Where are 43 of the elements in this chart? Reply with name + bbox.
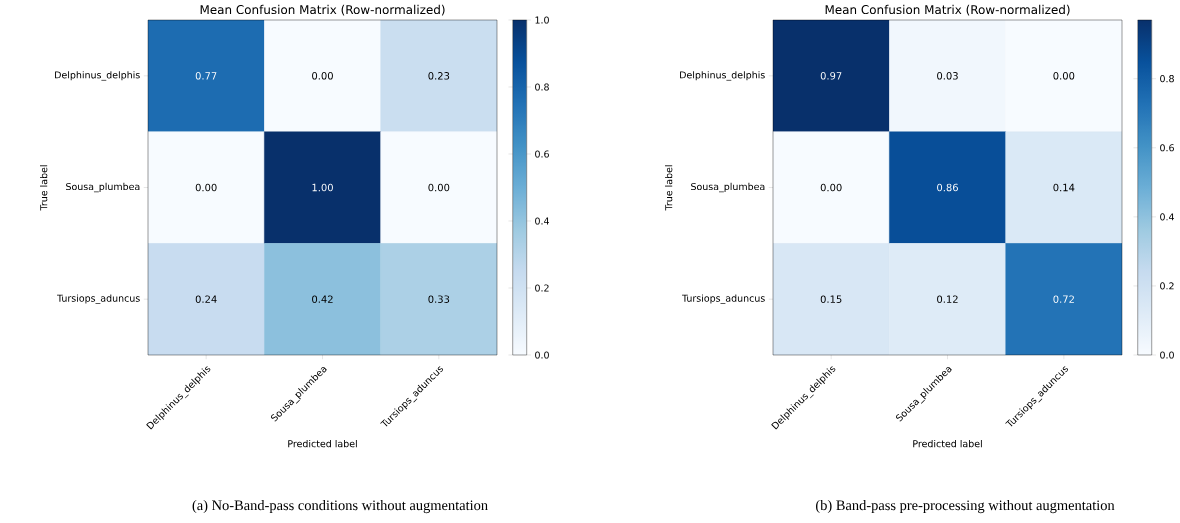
data-label: 0.00: [820, 183, 842, 192]
data-label: 0.03: [937, 72, 958, 80]
color-bar-label: 0.0: [1160, 351, 1174, 359]
text: (a) No-Band-pass conditions without augmentation: [192, 499, 488, 514]
data-label: 0.24: [195, 295, 217, 303]
data-label: 0.00: [312, 72, 333, 80]
y-axis-title: True label: [40, 165, 48, 211]
color-bar-label: 1.0: [535, 16, 549, 24]
y-tick-label: Tursiops_aduncus: [57, 294, 140, 304]
data-label: 0.12: [937, 295, 958, 303]
data-label: 1.00: [312, 183, 333, 192]
y-axis-title: True label: [665, 165, 673, 211]
color-bar-label: 0.4: [1160, 213, 1175, 221]
color-bar-label: 0.0: [535, 351, 549, 359]
y-tick-label: Delphinus_delphis: [55, 71, 140, 81]
data-label: 0.97: [820, 72, 842, 80]
y-tick-label: Delphinus_delphis: [680, 71, 765, 81]
chart-title: Mean Confusion Matrix (Row-normalized): [825, 4, 1070, 16]
x-axis-title: Predicted label: [288, 439, 357, 448]
color-bar-label: 0.6: [535, 150, 549, 158]
data-label: 0.33: [428, 295, 450, 303]
color-bar-label: 0.8: [1160, 75, 1174, 83]
data-label: 0.86: [937, 183, 958, 192]
color-bar-label: 0.6: [1160, 144, 1174, 152]
y-tick-label: Tursiops_aduncus: [682, 294, 765, 304]
y-tick-label: Sousa_plumbea: [66, 182, 140, 193]
color-bar-label: 0.8: [535, 83, 549, 91]
data-label: 0.00: [428, 183, 450, 192]
data-label: 0.23: [428, 72, 450, 80]
data-label: 0.42: [312, 295, 333, 303]
color-bar-label: 0.2: [535, 284, 549, 292]
text: (b) Band-pass pre-processing without augmentation: [816, 499, 1115, 514]
data-label: 0.00: [1053, 72, 1075, 80]
x-axis-title: Predicted label: [913, 439, 982, 448]
color-bar-label: 0.2: [1160, 282, 1174, 290]
color-bar-label: 0.4: [535, 217, 550, 225]
data-label: 0.72: [1053, 295, 1074, 303]
data-label: 0.15: [820, 295, 842, 303]
data-label: 0.14: [1053, 183, 1075, 192]
data-label: 0.00: [195, 183, 217, 192]
data-label: 0.77: [195, 72, 217, 80]
chart-title: Mean Confusion Matrix (Row-normalized): [200, 4, 445, 16]
y-tick-label: Sousa_plumbea: [691, 182, 765, 193]
